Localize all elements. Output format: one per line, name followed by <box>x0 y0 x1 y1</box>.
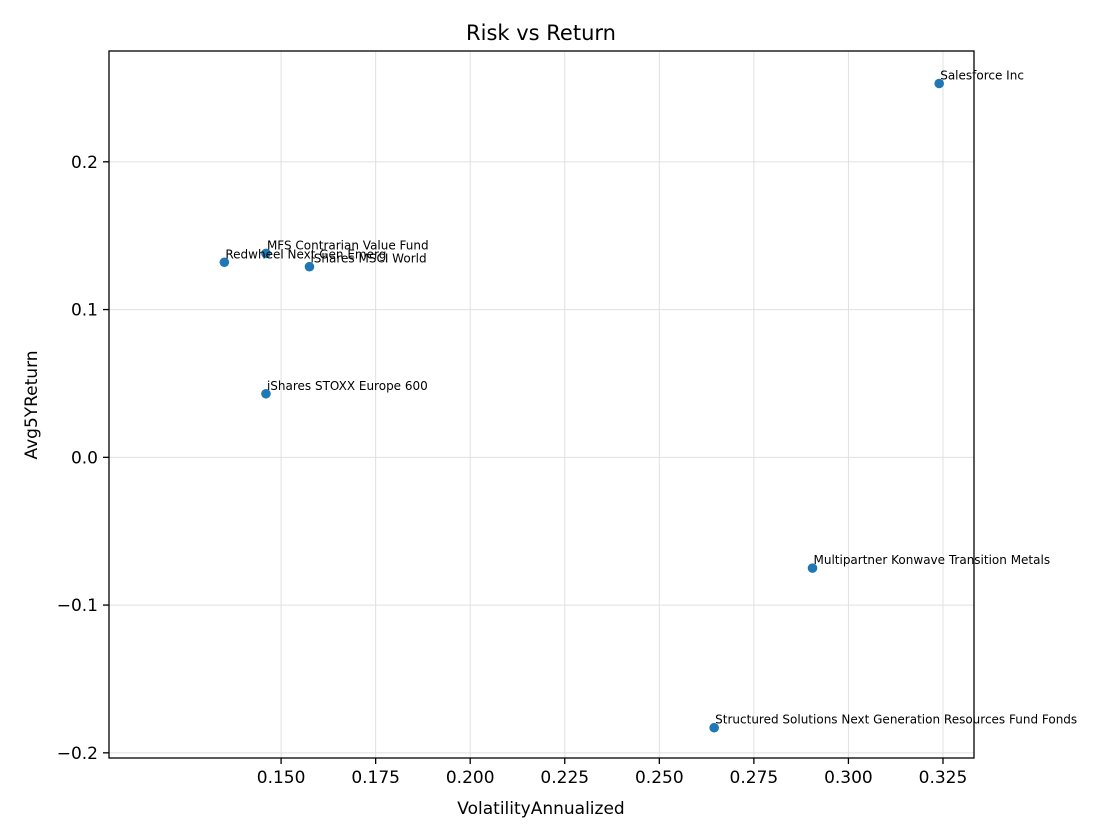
data-point <box>709 722 719 733</box>
axis-ticks: 0.150 0.175 0.200 0.225 0.250 0.275 0.300 0.325… <box>57 153 968 788</box>
x-tick-label: 0.325 <box>919 768 968 788</box>
data-points <box>219 78 945 733</box>
y-axis-label: Avg5YReturn <box>22 350 42 459</box>
data-point-label: iShares MSCI World <box>310 252 426 266</box>
data-point-label: Structured Solutions Next Generation Res… <box>715 713 1077 727</box>
y-tick-label: 0.1 <box>71 301 98 321</box>
chart-title: Risk vs Return <box>466 21 616 45</box>
x-tick-label: 0.175 <box>351 768 400 788</box>
data-point-label: MFS Contrarian Value Fund <box>267 238 429 252</box>
plot-frame <box>108 50 975 759</box>
data-point <box>219 257 230 268</box>
y-tick-label: 0.0 <box>71 448 98 468</box>
x-tick-label: 0.300 <box>824 768 873 788</box>
y-tick-label: −0.1 <box>57 596 98 616</box>
data-point <box>261 248 271 259</box>
data-point-label: Redwheel Next Gen Emerg <box>225 247 386 261</box>
x-tick-label: 0.225 <box>540 768 589 788</box>
point-labels: Salesforce Inc MFS Contrarian Value FundR… <box>225 69 1077 727</box>
y-tick-label: −0.2 <box>57 744 98 764</box>
x-tick-label: 0.200 <box>446 768 495 788</box>
x-tick-label: 0.150 <box>257 768 306 788</box>
data-point <box>261 388 271 399</box>
x-tick-label: 0.250 <box>635 768 684 788</box>
data-point-label: Salesforce Inc <box>940 69 1024 83</box>
data-point <box>304 261 315 272</box>
data-point-label: Multipartner Konwave Transition Metals <box>813 553 1050 567</box>
data-point <box>934 78 945 89</box>
y-tick-label: 0.2 <box>71 153 98 173</box>
grid-lines <box>109 51 974 758</box>
x-tick-label: 0.275 <box>730 768 779 788</box>
x-axis-label: VolatilityAnnualized <box>457 799 624 819</box>
data-point <box>807 563 818 573</box>
data-point-label: iShares STOXX Europe 600 <box>267 379 428 393</box>
